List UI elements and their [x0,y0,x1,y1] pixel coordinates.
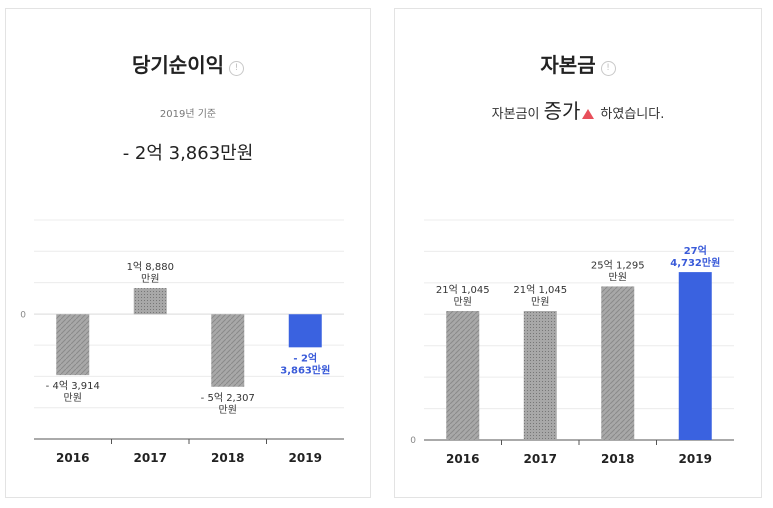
x-tick-label: 2018 [601,452,634,466]
data-label: 1억 8,880 [127,261,174,273]
bar-2016[interactable] [446,311,480,440]
bar-2017[interactable] [133,288,167,315]
data-label: 만원 [141,273,159,285]
basis-year-label: 2019년 기준 [159,109,217,120]
x-tick-label: 2017 [524,452,557,466]
bar-2019[interactable] [288,314,322,348]
capital-message: 자본금이 증가 하였습니다. [395,95,761,124]
data-label: 만원 [531,296,549,308]
capital-card: 자본금! 자본금이 증가 하였습니다. 0 2016 21억 1,045 만원 2017 2… [394,8,762,498]
data-label: 3,863만원 [280,363,330,376]
bar-2017[interactable] [523,311,557,440]
x-tick-label: 2019 [679,452,712,466]
bar-2018[interactable] [601,286,635,440]
x-tick-label: 2018 [211,451,244,465]
net-income-title: 당기순이익! [6,49,370,78]
data-label: 21억 1,045 [513,284,567,296]
data-label: - 2억 [293,352,317,364]
data-label: 만원 [609,271,627,283]
data-label: 4,732만원 [670,256,720,269]
up-triangle-icon [582,109,595,119]
data-label: 25억 1,295 [591,259,645,271]
data-label: - 5억 2,307 [201,392,255,404]
x-tick-label: 2016 [446,452,479,466]
bar-2019[interactable] [678,272,712,440]
data-label: 27억 [684,245,707,257]
zero-tick-label: 0 [410,436,416,446]
capital-msg-prefix: 자본금이 [491,107,540,122]
x-tick-label: 2017 [134,451,167,465]
net-income-card: 당기순이익! 2019년 기준 - 2억 3,863만원 0 2016 - 4억 3… [5,8,371,498]
info-circle-icon[interactable]: ! [600,61,616,76]
info-circle-icon[interactable]: ! [229,61,244,76]
bar-2016[interactable] [56,314,90,376]
net-income-value: - 2억 3,863만원 [122,143,254,164]
x-tick-label: 2016 [56,451,89,465]
x-tick-label: 2019 [289,451,322,465]
data-label: 만원 [454,296,472,308]
capital-msg-increase: 증가 [543,99,581,123]
data-label: - 4억 3,914 [46,380,100,392]
capital-title: 자본금! [395,49,761,78]
data-label: 만원 [64,392,82,404]
zero-tick-label: 0 [20,310,26,320]
capital-msg-suffix: 하였습니다. [600,107,665,122]
data-label: 21억 1,045 [436,284,490,296]
bar-2018[interactable] [211,314,245,387]
data-label: 만원 [219,404,237,416]
